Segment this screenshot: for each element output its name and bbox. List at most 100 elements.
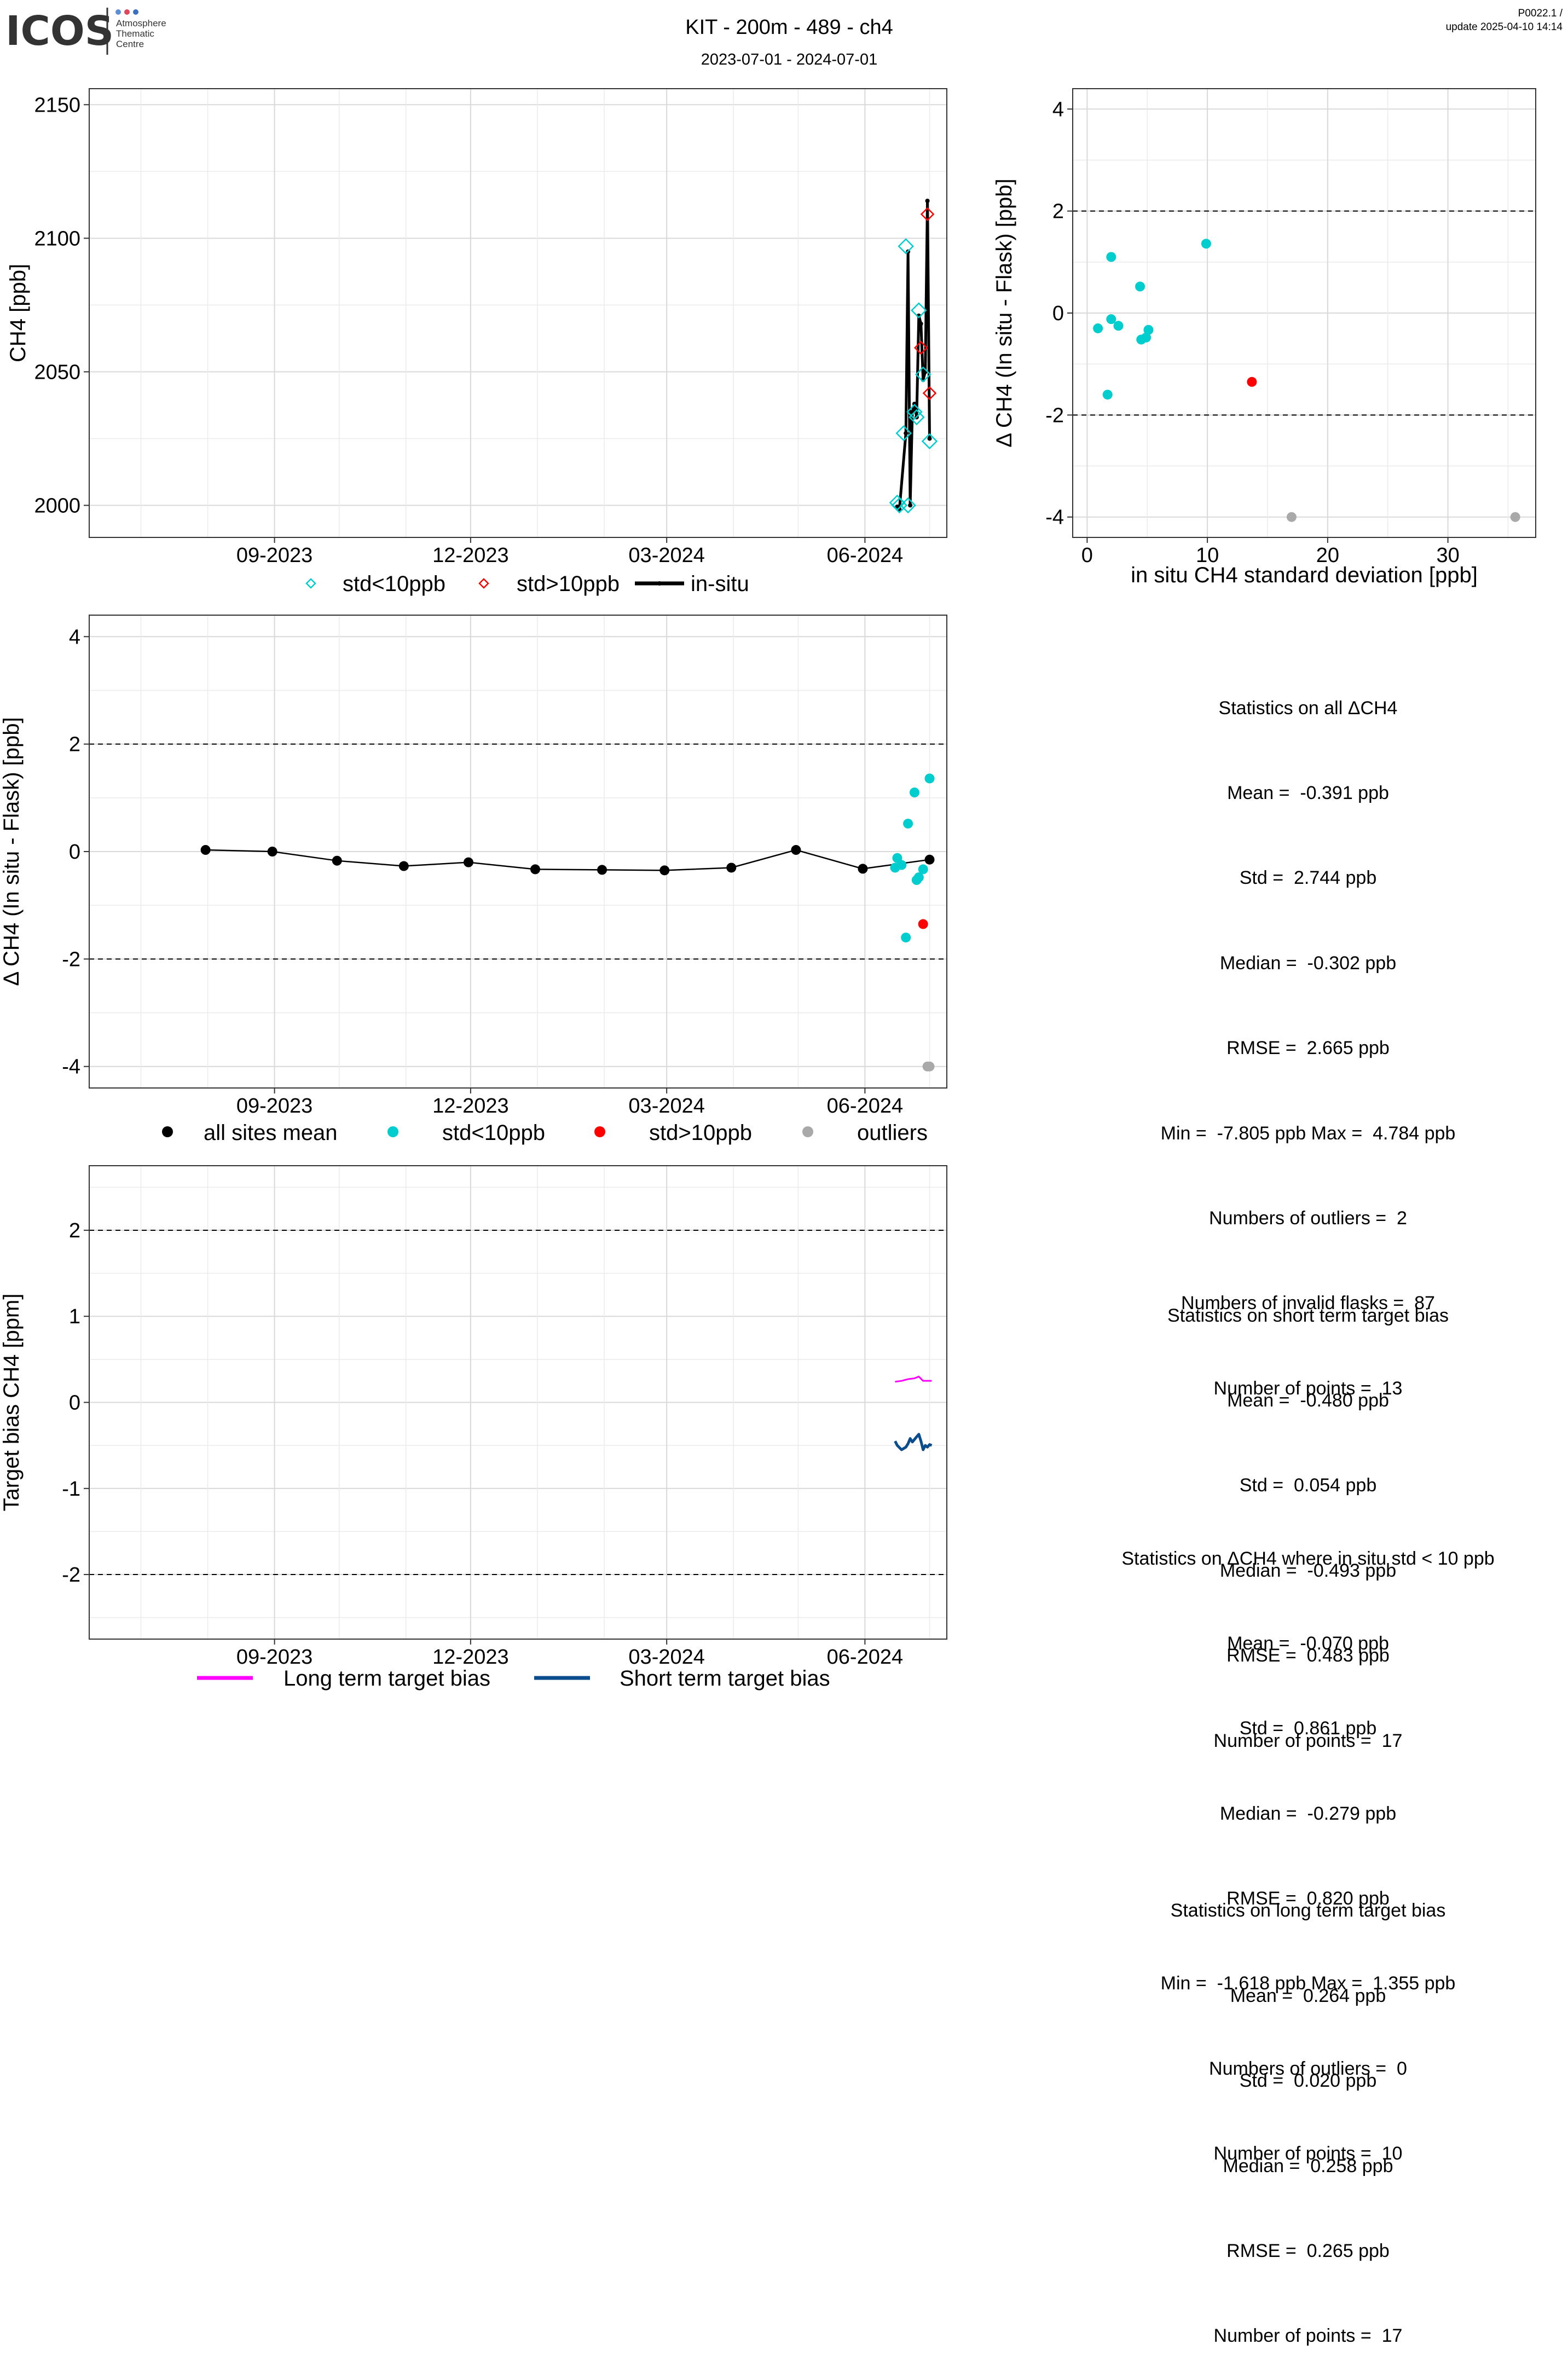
mean-point xyxy=(597,865,607,875)
y-tick-label: 2100 xyxy=(34,227,80,250)
x-tick-label: 09-2023 xyxy=(236,544,313,567)
update-label: update 2025-04-10 14:14 xyxy=(1446,21,1563,33)
in-situ-point xyxy=(908,503,913,508)
scatter-point xyxy=(1247,377,1257,387)
stats-long-line: Mean = 0.264 ppb xyxy=(1230,1985,1386,2006)
diff-point xyxy=(918,919,928,929)
mean-point xyxy=(398,861,409,871)
flask-marker-low-std xyxy=(895,425,912,442)
logo-text: ICOS xyxy=(5,8,114,55)
x-tick-label: 0 xyxy=(1081,544,1093,567)
scatter-point xyxy=(1143,325,1154,335)
logo-sub-3: Centre xyxy=(116,39,144,49)
stats-short-line: Median = -0.493 ppb xyxy=(1219,1560,1397,1581)
x-tick-label: 03-2024 xyxy=(628,1646,704,1669)
x-axis-label: in situ CH4 standard deviation [ppb] xyxy=(1131,563,1478,587)
y-tick-label: 2 xyxy=(69,733,80,756)
x-tick-label: 06-2024 xyxy=(827,544,903,567)
stats-all-line: RMSE = 2.665 ppb xyxy=(1226,1038,1390,1059)
stats-all-line: Numbers of invalid flasks = 87 xyxy=(1181,1293,1435,1314)
stats-short-line: Std = 0.054 ppb xyxy=(1239,1475,1377,1496)
scatter-point xyxy=(1141,332,1152,343)
figure-canvas: ICOS Atmosphere Thematic Centre KIT - 20… xyxy=(0,8,1563,1691)
legend-key-std-low xyxy=(305,578,316,589)
mean-point xyxy=(791,845,801,855)
diff-point xyxy=(896,860,907,870)
legend-key xyxy=(162,1126,173,1137)
y-tick-label: 4 xyxy=(1052,98,1064,121)
y-tick-label: -2 xyxy=(62,948,80,971)
y-tick-label: -4 xyxy=(62,1056,80,1079)
icos-logo: ICOS Atmosphere Thematic Centre xyxy=(5,8,166,55)
logo-dot-blue xyxy=(115,9,121,15)
legend-label: Long term target bias xyxy=(283,1666,490,1691)
target-panel: -2 -1 0 1 2 09-2023 12-2023 03-2024 06-2024 Targe… xyxy=(0,1165,947,1669)
stats-all-line: Numbers of outliers = 2 xyxy=(1209,1207,1407,1229)
y-tick-label: -1 xyxy=(62,1478,80,1501)
scatter-point xyxy=(1286,512,1297,522)
flask-marker-low-std xyxy=(911,302,927,319)
y-axis-label: Δ CH4 (In situ - Flask) [ppb] xyxy=(0,717,24,986)
in-situ-point xyxy=(925,199,930,203)
legend-label: std>10ppb xyxy=(517,572,620,596)
legend-key xyxy=(802,1126,813,1137)
y-tick-label: -2 xyxy=(62,1564,80,1587)
x-tick-label: 12-2023 xyxy=(432,544,508,567)
stats-all-line: Mean = -0.391 ppb xyxy=(1227,782,1389,803)
x-tick-label: 03-2024 xyxy=(628,1095,704,1118)
flask-marker-low-std xyxy=(900,497,916,514)
flask-marker-low-std xyxy=(921,433,938,450)
legend-timeseries: std<10ppb std>10ppb in-situ xyxy=(305,572,749,596)
timeseries-panel: 2000 2050 2100 2150 09-2023 12-2023 03-2024 06-… xyxy=(6,88,947,567)
stats-long-line: RMSE = 0.265 ppb xyxy=(1226,2240,1390,2261)
scatter-point xyxy=(1106,252,1116,262)
x-tick-label: 12-2023 xyxy=(432,1095,508,1118)
stats-short-line: RMSE = 0.483 ppb xyxy=(1226,1645,1390,1666)
legend-key xyxy=(387,1126,398,1137)
diff-point xyxy=(924,1061,935,1072)
legend-target: Long term target bias Short term target b… xyxy=(197,1666,830,1691)
stats-short-line: Mean = -0.480 ppb xyxy=(1227,1390,1389,1411)
flask-marker-low-std xyxy=(906,403,923,420)
stats-all-line: Number of points = 13 xyxy=(1213,1377,1403,1399)
y-tick-label: 2000 xyxy=(34,494,80,517)
diff-point xyxy=(903,818,913,829)
legend-label: std>10ppb xyxy=(649,1121,752,1145)
y-tick-label: 2 xyxy=(69,1219,80,1242)
x-tick-label: 06-2024 xyxy=(827,1095,903,1118)
flask-marker-low-std xyxy=(915,366,931,383)
y-tick-label: 4 xyxy=(69,626,80,649)
plot-border xyxy=(89,88,947,538)
y-tick-label: 2150 xyxy=(34,94,80,117)
scatter-point xyxy=(1201,239,1211,249)
scatter-point xyxy=(1510,512,1520,522)
x-tick-label: 12-2023 xyxy=(432,1646,508,1669)
stats-long-line: Median = 0.258 ppb xyxy=(1223,2155,1393,2177)
logo-dot-red xyxy=(124,9,130,15)
legend-label: std<10ppb xyxy=(343,572,445,596)
y-axis-label: CH4 [ppb] xyxy=(6,264,30,362)
mean-point xyxy=(726,863,737,873)
stats-std-line: Mean = -0.070 ppb xyxy=(1227,1633,1389,1654)
page-title: KIT - 200m - 489 - ch4 xyxy=(685,16,893,39)
in-situ-point xyxy=(927,436,932,441)
y-axis-label: Target bias CH4 [ppm] xyxy=(0,1294,24,1512)
stats-all-line: Median = -0.302 ppb xyxy=(1219,952,1397,974)
y-tick-label: 1 xyxy=(69,1305,80,1328)
stats-short-line: Number of points = 17 xyxy=(1213,1730,1403,1751)
legend-label: outliers xyxy=(857,1121,928,1145)
x-tick-label: 03-2024 xyxy=(628,544,704,567)
diff-point xyxy=(909,788,919,797)
scatter-panel: -4 -2 0 2 4 0 10 20 30 Δ CH4 (In situ - Flask) [p… xyxy=(992,88,1536,587)
stats-all-title: Statistics on all ΔCH4 xyxy=(1218,697,1398,719)
mean-point xyxy=(659,865,670,876)
flask-marker-high-std xyxy=(922,386,937,401)
legend-label: in-situ xyxy=(691,572,749,596)
logo-sub-2: Thematic xyxy=(116,28,154,39)
stats-all-line: Std = 2.744 ppb xyxy=(1239,867,1377,889)
y-tick-label: 2050 xyxy=(34,361,80,384)
x-tick-label: 09-2023 xyxy=(236,1095,313,1118)
stats-long-line: Number of points = 17 xyxy=(1213,2325,1403,2347)
x-tick-label: 20 xyxy=(1316,544,1339,567)
stats-all-line: Min = -7.805 ppb Max = 4.784 ppb xyxy=(1160,1122,1456,1144)
